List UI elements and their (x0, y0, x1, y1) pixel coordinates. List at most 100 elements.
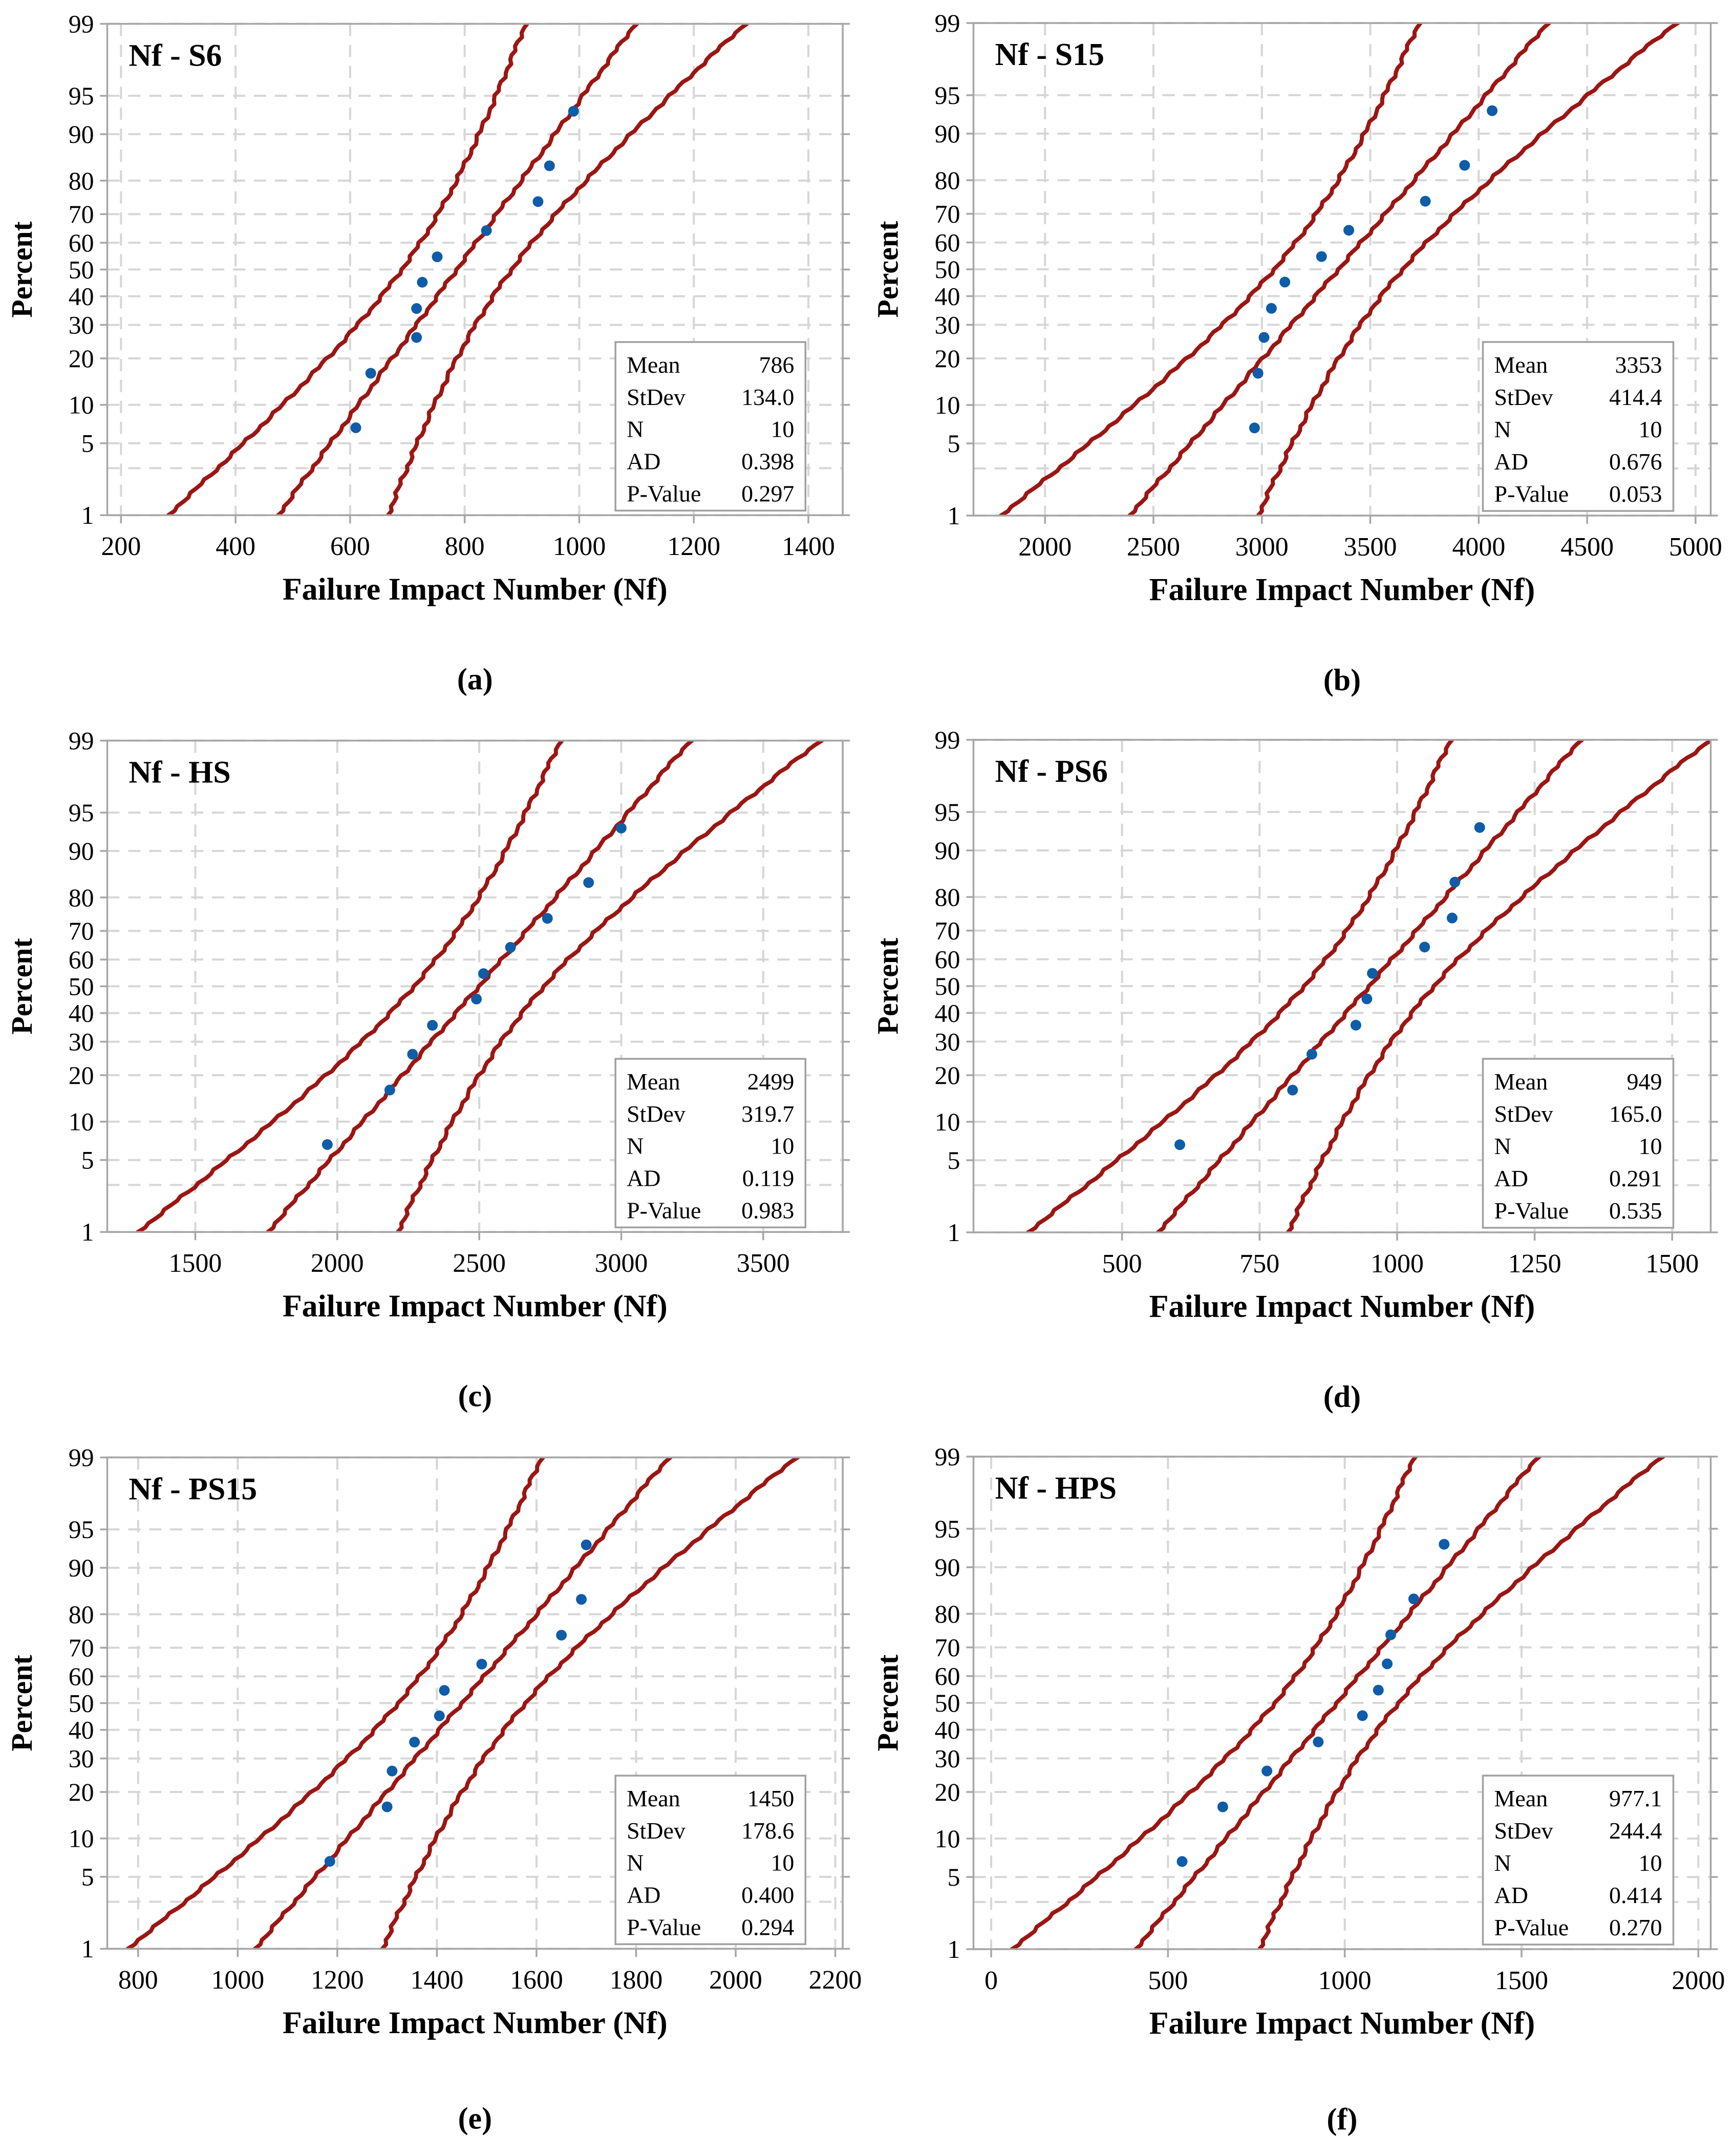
stat-label: P-Value (1494, 481, 1569, 507)
y-tick-label: 80 (935, 883, 960, 911)
data-point (1252, 368, 1264, 379)
panel-c: 1 5 10 20 30 40 50 60 70 80 90 95 99 1500 2000 2500 3000… (0, 717, 865, 1434)
data-point (387, 1765, 398, 1777)
x-tick-label: 2000 (1672, 1966, 1725, 1995)
data-point (1174, 1139, 1185, 1150)
stats-box: Mean 977.1 StDev 244.4 N 10 AD 0.414 P-Value 0.27… (1482, 1775, 1675, 1946)
y-tick-label: 10 (935, 1107, 960, 1136)
panel-caption: (f) (1327, 2102, 1358, 2136)
stats-box: Mean 786 StDev 134.0 N 10 AD 0.398 P-Value 0.297 (614, 341, 807, 512)
x-tick-label: 1000 (1318, 1966, 1372, 1995)
y-tick-label: 1 (81, 1935, 94, 1963)
panel-caption: (e) (458, 2101, 492, 2135)
fit-line (1127, 23, 1552, 516)
ci-upper-curve (380, 1457, 800, 1949)
x-tick-label: 1200 (667, 532, 720, 561)
fit-line (266, 740, 694, 1232)
y-tick-label: 40 (69, 999, 94, 1028)
data-point (1249, 422, 1260, 434)
x-tick-label: 1250 (1508, 1249, 1561, 1278)
plot-frame (966, 22, 1718, 524)
data-point (407, 1049, 418, 1060)
y-tick-label: 40 (69, 283, 94, 311)
stat-value: 10 (770, 1850, 794, 1876)
stat-label: Mean (1494, 1785, 1548, 1811)
data-point (542, 913, 553, 924)
panel-title: Nf - PS15 (129, 1471, 257, 1506)
data-point (568, 105, 579, 117)
y-tick-label: 70 (935, 916, 960, 945)
data-point (481, 225, 492, 236)
y-tick-label: 99 (935, 9, 960, 37)
panel-a: 1 5 10 20 30 40 50 60 70 80 90 95 99 200 400 600 800 1000… (0, 0, 865, 717)
y-tick-label: 50 (69, 1689, 94, 1717)
x-tick-label: 750 (1239, 1249, 1279, 1278)
data-point (1487, 105, 1498, 116)
stat-value: 0.270 (1609, 1914, 1662, 1940)
y-tick-label: 20 (69, 1778, 94, 1806)
data-point (505, 942, 516, 953)
data-point (411, 303, 422, 314)
y-tick-label: 40 (935, 282, 960, 310)
y-tick-label: 40 (935, 998, 960, 1027)
y-tick-label: 40 (69, 1716, 94, 1744)
data-point (1343, 225, 1355, 236)
y-tick-label: 95 (935, 1514, 960, 1543)
y-tick-label: 80 (935, 166, 960, 195)
stat-value: 1450 (747, 1785, 795, 1811)
x-tick-label: 1500 (1645, 1249, 1699, 1278)
y-tick-label: 95 (69, 799, 94, 827)
fit-and-ci-curves (125, 1457, 800, 1949)
y-tick-label: 60 (69, 946, 94, 974)
y-tick-label: 30 (69, 1028, 94, 1056)
y-tick-label: 90 (935, 836, 960, 865)
data-point (556, 1630, 567, 1641)
y-tick-label: 30 (935, 1027, 960, 1056)
x-tick-label: 2500 (1127, 532, 1180, 562)
data-point (576, 1594, 587, 1605)
data-point (427, 1020, 438, 1031)
stat-value: 0.291 (1609, 1165, 1662, 1191)
data-point (1258, 332, 1270, 343)
data-point (409, 1737, 420, 1748)
stat-label: StDev (1494, 1818, 1553, 1844)
stats-box: Mean 949 StDev 165.0 N 10 AD 0.291 P-Value 0.535 (1482, 1058, 1675, 1229)
stat-value: 977.1 (1609, 1785, 1662, 1811)
x-tick-label: 800 (118, 1966, 158, 1995)
x-axis-title: Failure Impact Number (Nf) (1149, 2006, 1535, 2041)
data-point (411, 332, 422, 343)
data-point (1420, 196, 1431, 207)
data-point (1367, 968, 1378, 979)
data-point (1449, 877, 1461, 888)
data-point (432, 251, 443, 263)
y-tick-label: 1 (948, 501, 960, 530)
y-axis-title: Percent (5, 1654, 38, 1751)
stat-value: 134.0 (741, 384, 794, 410)
stat-label: P-Value (627, 1197, 701, 1223)
data-points (350, 105, 579, 433)
data-point (324, 1856, 335, 1867)
y-tick-label: 30 (935, 1744, 960, 1773)
stat-value: 0.414 (1609, 1882, 1662, 1908)
x-tick-label: 200 (101, 532, 141, 561)
stats-box: Mean 3353 StDev 414.4 N 10 AD 0.676 P-Value 0.053 (1482, 341, 1675, 512)
stat-value: 0.297 (741, 480, 794, 506)
y-tick-label: 5 (81, 1863, 94, 1891)
plot-frame (966, 1456, 1718, 1957)
y-tick-label: 90 (69, 1554, 94, 1582)
fit-and-ci-curves (1025, 740, 1711, 1232)
y-tick-label: 20 (935, 1061, 960, 1090)
x-tick-label: 2000 (709, 1966, 762, 1995)
x-tick-label: 3500 (1344, 532, 1397, 562)
data-point (581, 1539, 592, 1550)
y-tick-label: 60 (935, 228, 960, 257)
stat-value: 0.398 (741, 448, 794, 474)
x-tick-label: 4000 (1452, 532, 1505, 562)
stat-label: AD (627, 1882, 660, 1908)
ci-upper-curve (1257, 1457, 1665, 1949)
ci-upper-curve (386, 24, 750, 516)
y-tick-label: 95 (69, 82, 94, 110)
fit-line (1133, 1457, 1542, 1949)
data-points (1249, 105, 1498, 434)
